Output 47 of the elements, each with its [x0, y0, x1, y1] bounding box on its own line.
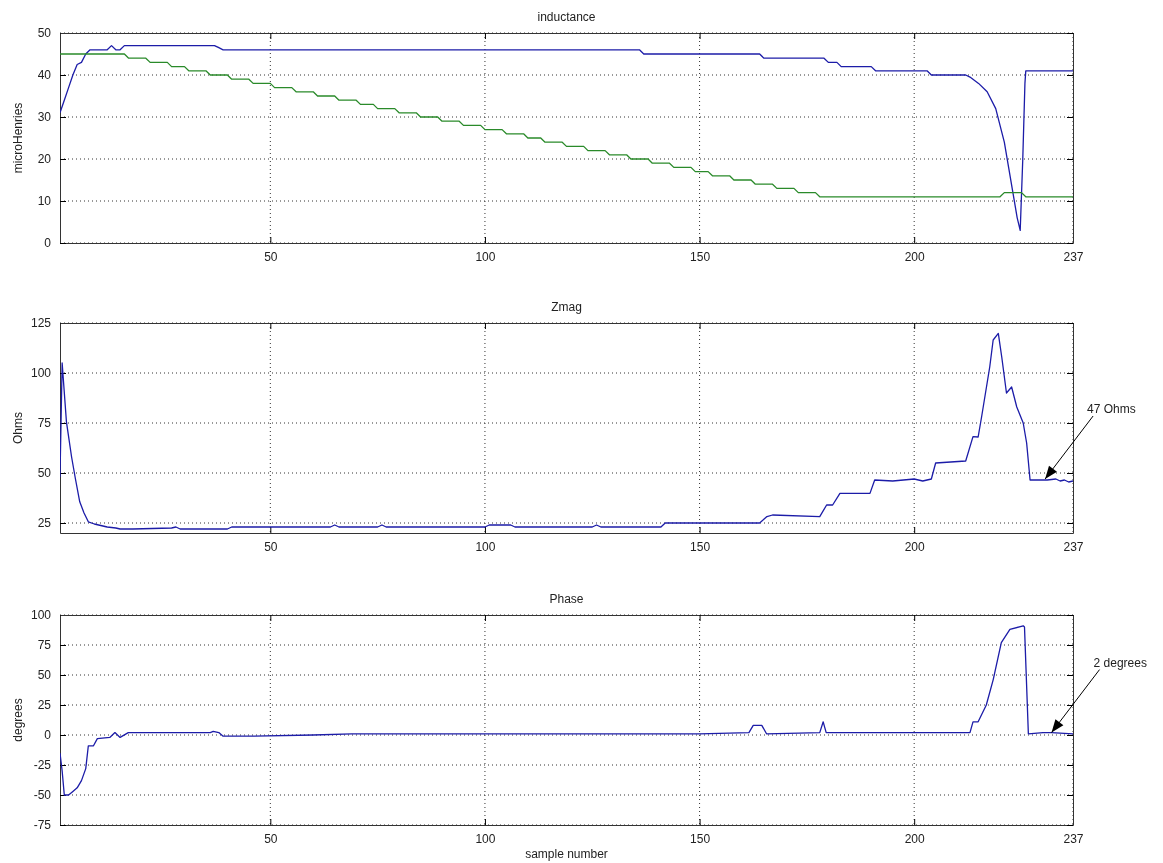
x-tick-label: 50: [264, 249, 278, 264]
line-series: [60, 53, 1073, 198]
y-tick-label: -75: [33, 818, 52, 833]
x-tick-label: 50: [264, 831, 278, 846]
y-tick-label: 25: [37, 698, 52, 713]
x-tick-label: 150: [690, 539, 711, 554]
x-tick-label: 50: [264, 539, 278, 554]
y-tick-label: 75: [37, 638, 52, 653]
x-tick-label: 150: [690, 831, 711, 846]
x-tick-label: 150: [690, 249, 711, 264]
x-tick-label: 100: [475, 831, 496, 846]
y-axis-title: Ohms: [11, 411, 25, 445]
chart-title: Phase: [549, 592, 584, 606]
y-tick-label: 40: [37, 68, 52, 83]
x-tick-label: 100: [475, 249, 496, 264]
y-tick-label: 30: [37, 110, 52, 125]
y-tick-label: 100: [30, 366, 52, 381]
y-tick-label: 75: [37, 416, 52, 431]
x-axis-title: sample number: [525, 847, 608, 861]
y-tick-label: 50: [37, 668, 52, 683]
x-tick-label: 237: [1063, 539, 1084, 554]
y-tick-label: 50: [37, 466, 52, 481]
y-tick-label: -25: [33, 758, 52, 773]
y-tick-label: 50: [37, 26, 52, 41]
y-tick-label: -50: [33, 788, 52, 803]
y-tick-label: 25: [37, 516, 52, 531]
x-tick-label: 100: [475, 539, 496, 554]
line-series: [60, 625, 1073, 796]
y-tick-label: 0: [44, 236, 52, 251]
y-tick-label: 20: [37, 152, 52, 167]
y-tick-label: 125: [30, 316, 52, 331]
line-series: [60, 332, 1073, 530]
y-axis-title: microHenries: [11, 102, 25, 174]
x-tick-label: 237: [1063, 249, 1084, 264]
chart-title: inductance: [537, 10, 596, 24]
y-tick-label: 0: [44, 728, 52, 743]
annotation: 2 degrees: [1093, 655, 1147, 670]
x-tick-label: 200: [904, 831, 926, 846]
y-tick-label: 10: [37, 194, 52, 209]
annotation: 47 Ohms: [1087, 402, 1136, 416]
y-tick-label: 100: [30, 608, 52, 623]
y-axis-title: degrees: [11, 698, 25, 742]
x-tick-label: 237: [1063, 831, 1084, 846]
x-tick-label: 200: [904, 249, 926, 264]
line-series: [60, 44, 1073, 232]
chart-title: Zmag: [551, 300, 582, 314]
x-tick-label: 200: [904, 539, 926, 554]
